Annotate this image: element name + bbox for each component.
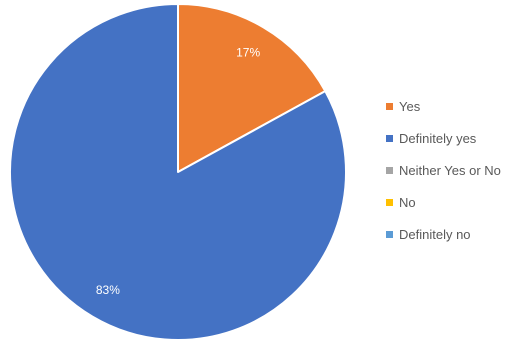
legend-item-yes: Yes bbox=[386, 96, 522, 117]
pie-slice-yes bbox=[177, 3, 327, 173]
data-label-definitely-yes: 83% bbox=[96, 283, 120, 297]
legend-label-definitely-yes: Definitely yes bbox=[399, 131, 477, 146]
pie-data-labels: 17% 83% bbox=[96, 46, 261, 297]
pie-slices bbox=[9, 3, 347, 341]
legend-item-neither-yes-or-no: Neither Yes or No bbox=[386, 160, 522, 181]
chart-legend: Yes Definitely yes Neither Yes or No No … bbox=[386, 96, 522, 256]
legend-label-no: No bbox=[399, 195, 416, 210]
legend-item-definitely-no: Definitely no bbox=[386, 224, 522, 245]
legend-label-yes: Yes bbox=[399, 99, 421, 114]
legend-swatch-yes bbox=[386, 103, 393, 110]
data-label-yes: 17% bbox=[236, 46, 260, 60]
legend-swatch-no bbox=[386, 199, 393, 206]
legend-swatch-definitely-no bbox=[386, 231, 393, 238]
legend-swatch-neither-yes-or-no bbox=[386, 167, 393, 174]
legend-label-neither-yes-or-no: Neither Yes or No bbox=[399, 163, 501, 178]
pie-slice-definitely-yes bbox=[9, 3, 347, 341]
legend-swatch-definitely-yes bbox=[386, 135, 393, 142]
legend-item-no: No bbox=[386, 192, 522, 213]
legend-item-definitely-yes: Definitely yes bbox=[386, 128, 522, 149]
legend-label-definitely-no: Definitely no bbox=[399, 227, 471, 242]
